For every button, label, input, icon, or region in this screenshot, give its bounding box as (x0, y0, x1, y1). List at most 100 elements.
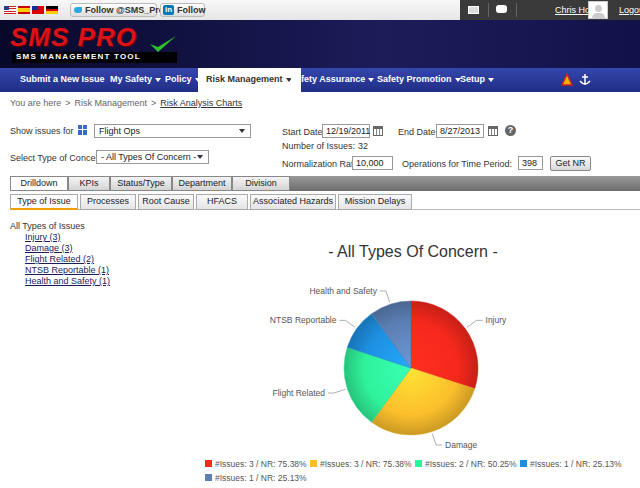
legend-label: #Issues: 1 / NR: 25.13% (530, 459, 622, 469)
pie-slice (411, 301, 478, 389)
mail-icon[interactable] (468, 6, 479, 14)
show-issues-select-value[interactable]: Flight Ops (99, 126, 140, 136)
breadcrumb-item[interactable]: Risk Management (74, 99, 147, 109)
arrow (455, 78, 461, 82)
slice-labels: InjuryDamageFlight RelatedNTSB Reportabl… (270, 286, 507, 450)
issue-list-item[interactable]: Flight Related (2) (25, 255, 94, 265)
label: Start Date : (282, 128, 328, 138)
chat-icon[interactable] (496, 5, 507, 13)
nav-item[interactable]: Submit a New Issue (12, 68, 113, 92)
slice-label: Damage (445, 440, 477, 450)
end-date-input-value[interactable]: 8/27/2013 (440, 126, 480, 136)
top-bar (0, 0, 460, 20)
nav-label[interactable]: Safety Assurance (290, 75, 365, 85)
get-nr-button[interactable]: Get NR (550, 156, 591, 171)
logout-link[interactable]: Logout (619, 6, 640, 16)
logo: SMS PRO (10, 23, 137, 52)
arrow (197, 155, 203, 159)
concern-select[interactable]: - All Types Of Concern - (96, 150, 209, 164)
leader-line (432, 434, 442, 445)
normalization-input-value[interactable]: 10,000 (356, 158, 384, 168)
nav-label[interactable]: Policy (165, 75, 192, 85)
subtab[interactable]: HFACS (196, 194, 248, 210)
start-date-input[interactable]: 12/19/2011 (322, 124, 370, 138)
anchor-icon (580, 74, 590, 85)
tab[interactable]: Drilldown (10, 176, 68, 191)
nav-label[interactable]: My Safety (110, 75, 152, 85)
alert-icon (562, 74, 572, 85)
slice-label: Health and Safety (309, 286, 377, 296)
pie-slices (344, 301, 478, 435)
show-issues-select[interactable]: Flight Ops (94, 124, 251, 138)
twitter-follow-text[interactable]: Follow @SMS_Pro (85, 6, 164, 16)
tab[interactable]: Department (172, 176, 232, 191)
issue-count-value: 32 (358, 142, 368, 152)
slice-label: Injury (486, 315, 508, 325)
separator (516, 3, 517, 17)
flag-canton (32, 6, 38, 10)
issue-list-item[interactable]: Health and Safety (1) (25, 277, 110, 287)
chart-title: - All Types Of Concern - (328, 243, 498, 260)
flag-es[interactable] (18, 6, 30, 14)
calendar-icon[interactable] (373, 126, 383, 136)
end-date-input[interactable]: 8/27/2013 (436, 124, 484, 138)
select-arrow (239, 129, 246, 134)
nav-item[interactable]: My Safety (102, 68, 170, 92)
avatar-body (592, 13, 605, 18)
tab[interactable]: Status/Type (110, 176, 172, 191)
issue-list-item[interactable]: Damage (3) (25, 244, 73, 254)
help-icon[interactable]: ? (505, 125, 516, 136)
legend-label: #Issues: 3 / NR: 75.38% (320, 459, 412, 469)
breadcrumb-prefix: You are here (10, 99, 61, 109)
pie-slice (347, 314, 411, 368)
twitter-bird-icon (74, 7, 82, 13)
user-bar (460, 0, 640, 20)
issue-list-item[interactable]: NTSB Reportable (1) (25, 266, 109, 276)
subtab[interactable]: Processes (80, 194, 136, 210)
arrow (155, 78, 161, 82)
pie-slice (372, 368, 475, 435)
avatar (588, 1, 608, 19)
separator (488, 3, 489, 17)
normalization-input[interactable]: 10,000 (352, 156, 393, 170)
grid-icon (78, 125, 88, 135)
nav-item[interactable]: Safety Assurance (282, 68, 383, 92)
pie-slice (372, 301, 411, 368)
breadcrumb-item[interactable]: Risk Analysis Charts (160, 99, 242, 109)
flag-de[interactable] (46, 6, 58, 14)
flag-tw[interactable] (32, 6, 44, 14)
tab[interactable]: KPIs (68, 176, 110, 191)
legend-swatch (205, 460, 212, 467)
button-label[interactable]: Get NR (555, 159, 585, 169)
nav-item[interactable]: Risk Management (198, 68, 301, 92)
leader-line (380, 291, 390, 302)
operations-input-value[interactable]: 398 (522, 158, 537, 168)
subtab[interactable]: Associated Hazards (250, 194, 336, 210)
nav-label[interactable]: Submit a New Issue (20, 75, 105, 85)
start-date-input-value[interactable]: 12/19/2011 (326, 126, 370, 136)
nav-item[interactable]: Safety Promotion (369, 68, 470, 92)
subtab[interactable]: Type of Issue (10, 194, 78, 210)
nav-label[interactable]: Setup (460, 75, 485, 85)
legend-label: #Issues: 1 / NR: 25.13% (215, 473, 307, 483)
nav-item[interactable]: Setup (452, 68, 503, 92)
nav-label[interactable]: Risk Management (206, 75, 283, 85)
breadcrumb-separator: > (151, 99, 156, 109)
nav-icons (560, 72, 596, 88)
legend-swatch (415, 460, 422, 467)
issue-list-item[interactable]: Injury (3) (25, 233, 61, 243)
label: End Date : (398, 128, 441, 138)
subtab[interactable]: Root Cause (138, 194, 194, 210)
arrow (239, 129, 245, 133)
subtab[interactable]: Mission Delays (338, 194, 412, 210)
linkedin-follow-text[interactable]: Follow (177, 6, 206, 16)
label: Operations for Time Period: (402, 160, 512, 170)
logo-subtitle: SMS MANAGEMENT TOOL (16, 53, 141, 62)
tab[interactable]: Division (232, 176, 290, 191)
calendar-icon[interactable] (488, 126, 498, 136)
nav-label[interactable]: Safety Promotion (377, 75, 452, 85)
operations-input[interactable]: 398 (518, 156, 543, 170)
breadcrumb: You are here>Risk Management>Risk Analys… (10, 99, 242, 109)
flag-us[interactable] (4, 6, 16, 14)
concern-select-value[interactable]: - All Types Of Concern - (101, 152, 196, 162)
